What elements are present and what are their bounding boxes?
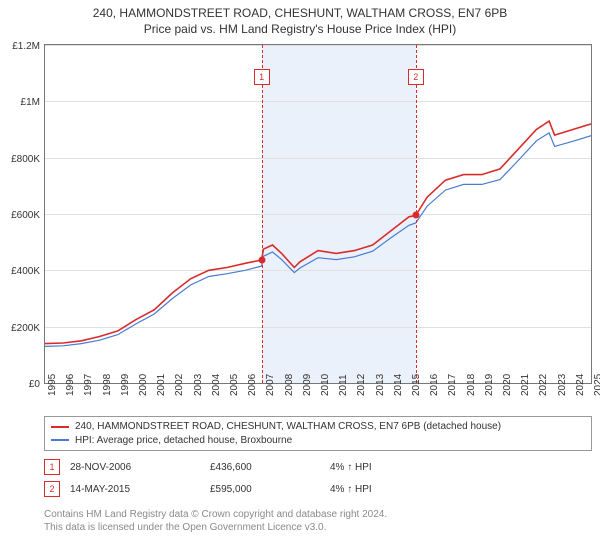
sale-box-2: 2 bbox=[408, 69, 424, 85]
x-axis-label: 2023 bbox=[557, 374, 568, 396]
x-axis-label: 2011 bbox=[338, 374, 349, 396]
attribution-line-1: Contains HM Land Registry data © Crown c… bbox=[44, 508, 592, 521]
sale-pct-1: 4% ↑ HPI bbox=[330, 462, 390, 473]
sale-price-1: £436,600 bbox=[210, 462, 320, 473]
sale-date-2: 14-MAY-2015 bbox=[70, 484, 200, 495]
y-axis-label: £0 bbox=[2, 379, 40, 385]
y-axis-label: £600K bbox=[2, 210, 40, 216]
x-axis-label: 2019 bbox=[484, 374, 495, 396]
x-axis-label: 2017 bbox=[447, 374, 458, 396]
legend-swatch-1 bbox=[51, 426, 69, 428]
x-axis-label: 2012 bbox=[356, 374, 367, 396]
x-axis-label: 2003 bbox=[193, 374, 204, 396]
x-axis-label: 2013 bbox=[375, 374, 386, 396]
x-axis-label: 2008 bbox=[284, 374, 295, 396]
sale-pct-2: 4% ↑ HPI bbox=[330, 484, 390, 495]
sale-dot-1 bbox=[258, 257, 265, 264]
x-axis-label: 2020 bbox=[502, 374, 513, 396]
x-axis-label: 2005 bbox=[229, 374, 240, 396]
y-axis-label: £800K bbox=[2, 154, 40, 160]
x-axis-label: 1997 bbox=[83, 374, 94, 396]
x-axis-label: 2025 bbox=[593, 374, 600, 396]
x-axis-label: 1998 bbox=[102, 374, 113, 396]
y-axis-label: £1.2M bbox=[2, 41, 40, 47]
x-axis-label: 2002 bbox=[174, 374, 185, 396]
x-axis-label: 2021 bbox=[520, 374, 531, 396]
attribution: Contains HM Land Registry data © Crown c… bbox=[44, 508, 592, 534]
x-axis-label: 2024 bbox=[575, 374, 586, 396]
sales-row-1: 1 28-NOV-2006 £436,600 4% ↑ HPI bbox=[44, 456, 592, 478]
sale-vline-1 bbox=[262, 45, 263, 383]
x-axis-label: 2000 bbox=[138, 374, 149, 396]
x-axis-label: 1995 bbox=[47, 374, 58, 396]
series-hpi bbox=[45, 133, 591, 347]
title-line-2: Price paid vs. HM Land Registry's House … bbox=[10, 22, 590, 38]
x-axis-label: 2022 bbox=[538, 374, 549, 396]
x-axis-label: 1996 bbox=[65, 374, 76, 396]
y-axis-label: £400K bbox=[2, 266, 40, 272]
x-axis-label: 1999 bbox=[120, 374, 131, 396]
legend: 240, HAMMONDSTREET ROAD, CHESHUNT, WALTH… bbox=[44, 416, 592, 451]
series-price_paid bbox=[45, 121, 591, 344]
legend-label-1: 240, HAMMONDSTREET ROAD, CHESHUNT, WALTH… bbox=[75, 420, 501, 434]
sale-price-2: £595,000 bbox=[210, 484, 320, 495]
x-axis-label: 2015 bbox=[411, 374, 422, 396]
legend-label-2: HPI: Average price, detached house, Brox… bbox=[75, 434, 292, 448]
legend-row-1: 240, HAMMONDSTREET ROAD, CHESHUNT, WALTH… bbox=[51, 420, 585, 434]
x-axis-label: 2007 bbox=[265, 374, 276, 396]
x-axis-label: 2014 bbox=[393, 374, 404, 396]
chart-title-block: 240, HAMMONDSTREET ROAD, CHESHUNT, WALTH… bbox=[0, 0, 600, 39]
legend-row-2: HPI: Average price, detached house, Brox… bbox=[51, 434, 585, 448]
sale-date-1: 28-NOV-2006 bbox=[70, 462, 200, 473]
x-axis-label: 2004 bbox=[211, 374, 222, 396]
sale-box-1: 1 bbox=[254, 69, 270, 85]
x-axis-label: 2006 bbox=[247, 374, 258, 396]
x-axis-label: 2001 bbox=[156, 374, 167, 396]
chart-plot-area: 12 bbox=[44, 44, 592, 384]
sales-table: 1 28-NOV-2006 £436,600 4% ↑ HPI 2 14-MAY… bbox=[44, 456, 592, 500]
y-axis-label: £1M bbox=[2, 97, 40, 103]
y-axis-label: £200K bbox=[2, 323, 40, 329]
x-axis-label: 2009 bbox=[302, 374, 313, 396]
sale-marker-1: 1 bbox=[44, 459, 60, 475]
legend-swatch-2 bbox=[51, 439, 69, 441]
x-axis-label: 2010 bbox=[320, 374, 331, 396]
x-axis-label: 2016 bbox=[429, 374, 440, 396]
sale-marker-2: 2 bbox=[44, 481, 60, 497]
x-axis-label: 2018 bbox=[466, 374, 477, 396]
title-line-1: 240, HAMMONDSTREET ROAD, CHESHUNT, WALTH… bbox=[10, 6, 590, 22]
attribution-line-2: This data is licensed under the Open Gov… bbox=[44, 521, 592, 534]
sale-dot-2 bbox=[412, 212, 419, 219]
sales-row-2: 2 14-MAY-2015 £595,000 4% ↑ HPI bbox=[44, 478, 592, 500]
